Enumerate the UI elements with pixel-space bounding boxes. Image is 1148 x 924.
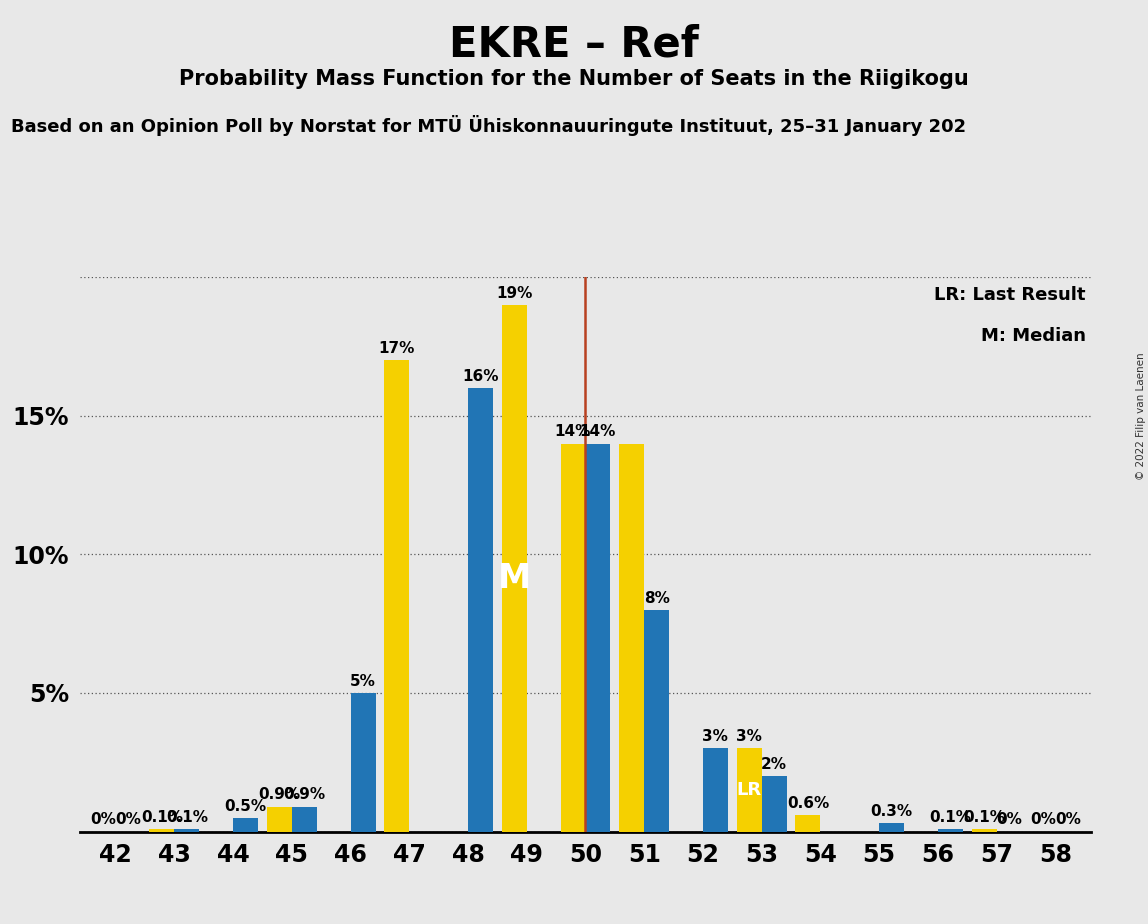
- Bar: [644, 610, 669, 832]
- Bar: [703, 748, 728, 832]
- Text: 0%: 0%: [1055, 812, 1080, 828]
- Bar: [971, 829, 996, 832]
- Text: 0.1%: 0.1%: [165, 809, 208, 824]
- Bar: [879, 823, 905, 832]
- Text: 16%: 16%: [463, 369, 498, 384]
- Text: 17%: 17%: [379, 341, 414, 356]
- Text: 0.1%: 0.1%: [930, 809, 971, 824]
- Text: M: Median: M: Median: [980, 327, 1086, 345]
- Bar: [560, 444, 585, 832]
- Bar: [737, 748, 761, 832]
- Text: 14%: 14%: [580, 424, 616, 439]
- Text: Based on an Opinion Poll by Norstat for MTÜ Ühiskonnauuringute Instituut, 25–31 : Based on an Opinion Poll by Norstat for …: [11, 116, 967, 137]
- Text: LR: Last Result: LR: Last Result: [934, 286, 1086, 303]
- Bar: [585, 444, 611, 832]
- Bar: [502, 305, 527, 832]
- Text: 0.3%: 0.3%: [870, 804, 913, 819]
- Text: LR: LR: [737, 781, 762, 799]
- Bar: [468, 388, 492, 832]
- Bar: [385, 360, 410, 832]
- Bar: [350, 693, 375, 832]
- Text: 0.1%: 0.1%: [963, 809, 1006, 824]
- Bar: [233, 818, 258, 832]
- Bar: [619, 444, 644, 832]
- Text: 14%: 14%: [554, 424, 591, 439]
- Text: 0.5%: 0.5%: [225, 798, 266, 813]
- Text: 0.9%: 0.9%: [258, 787, 301, 802]
- Bar: [174, 829, 200, 832]
- Text: 8%: 8%: [644, 590, 669, 606]
- Text: 19%: 19%: [496, 286, 533, 301]
- Text: 0%: 0%: [115, 812, 141, 828]
- Text: © 2022 Filip van Laenen: © 2022 Filip van Laenen: [1135, 352, 1146, 480]
- Text: Probability Mass Function for the Number of Seats in the Riigikogu: Probability Mass Function for the Number…: [179, 69, 969, 90]
- Text: 0.6%: 0.6%: [786, 796, 829, 811]
- Bar: [796, 815, 821, 832]
- Text: 3%: 3%: [703, 729, 728, 745]
- Bar: [938, 829, 963, 832]
- Bar: [266, 807, 292, 832]
- Text: 0%: 0%: [91, 812, 116, 828]
- Text: M: M: [497, 563, 530, 595]
- Bar: [292, 807, 317, 832]
- Text: 0%: 0%: [1030, 812, 1056, 828]
- Text: 2%: 2%: [761, 757, 788, 772]
- Bar: [761, 776, 786, 832]
- Bar: [149, 829, 174, 832]
- Text: 3%: 3%: [736, 729, 762, 745]
- Text: 0%: 0%: [996, 812, 1022, 828]
- Text: EKRE – Ref: EKRE – Ref: [449, 23, 699, 65]
- Text: 0.9%: 0.9%: [284, 787, 325, 802]
- Text: 5%: 5%: [350, 674, 375, 689]
- Text: 0.1%: 0.1%: [141, 809, 183, 824]
